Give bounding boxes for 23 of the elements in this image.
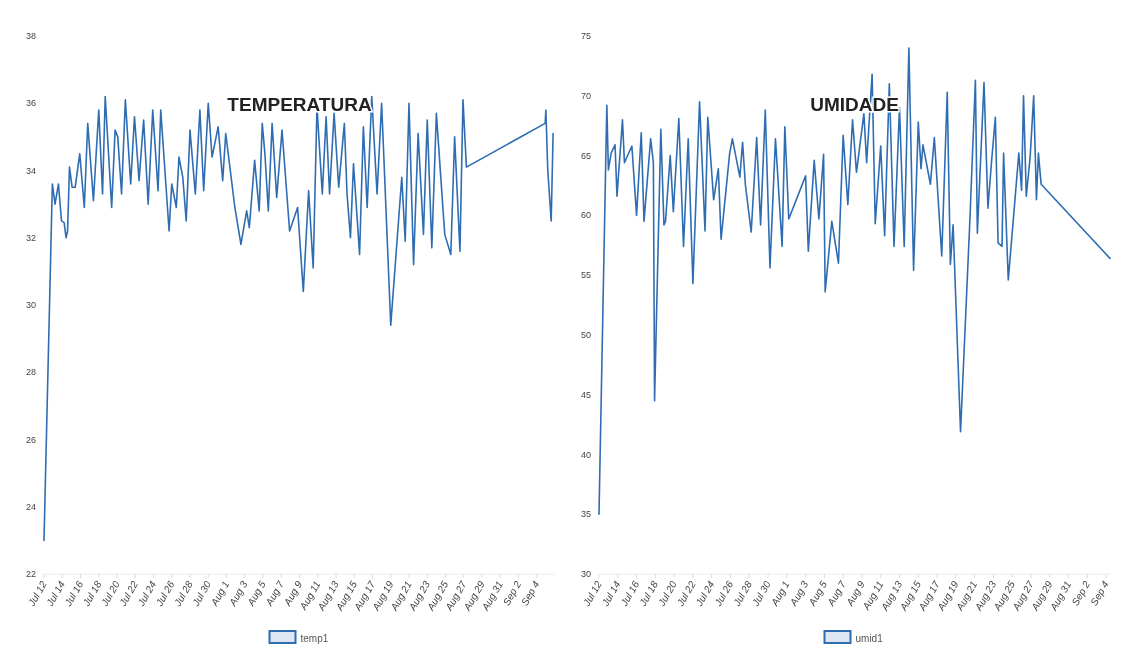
x-tick-label: Jul 12 (580, 578, 604, 609)
y-tick-label: 34 (25, 165, 36, 176)
y-tick-label: 30 (580, 569, 591, 580)
y-tick-label: 36 (25, 98, 36, 109)
y-tick-label: 26 (25, 434, 36, 445)
y-tick-label: 30 (25, 300, 36, 311)
y-tick-label: 70 (580, 90, 591, 101)
y-tick-label: 75 (580, 31, 591, 42)
y-tick-label: 50 (580, 330, 591, 341)
text: TEMPERATURA (227, 94, 372, 115)
y-tick-label: 55 (580, 270, 591, 281)
y-tick-label: 40 (580, 449, 591, 460)
y-tick-label: 24 (25, 501, 36, 512)
y-tick-label: 28 (25, 367, 36, 378)
y-tick-label: 22 (25, 569, 36, 580)
y-tick-label: 60 (580, 210, 591, 221)
legend-label: umid1 (855, 632, 884, 644)
y-tick-label: 32 (25, 232, 36, 243)
legend-label: temp1 (300, 632, 329, 644)
y-tick-label: 38 (25, 31, 36, 42)
y-tick-label: 65 (580, 150, 591, 161)
y-tick-label: 35 (580, 509, 591, 520)
y-tick-label: 45 (580, 389, 591, 400)
